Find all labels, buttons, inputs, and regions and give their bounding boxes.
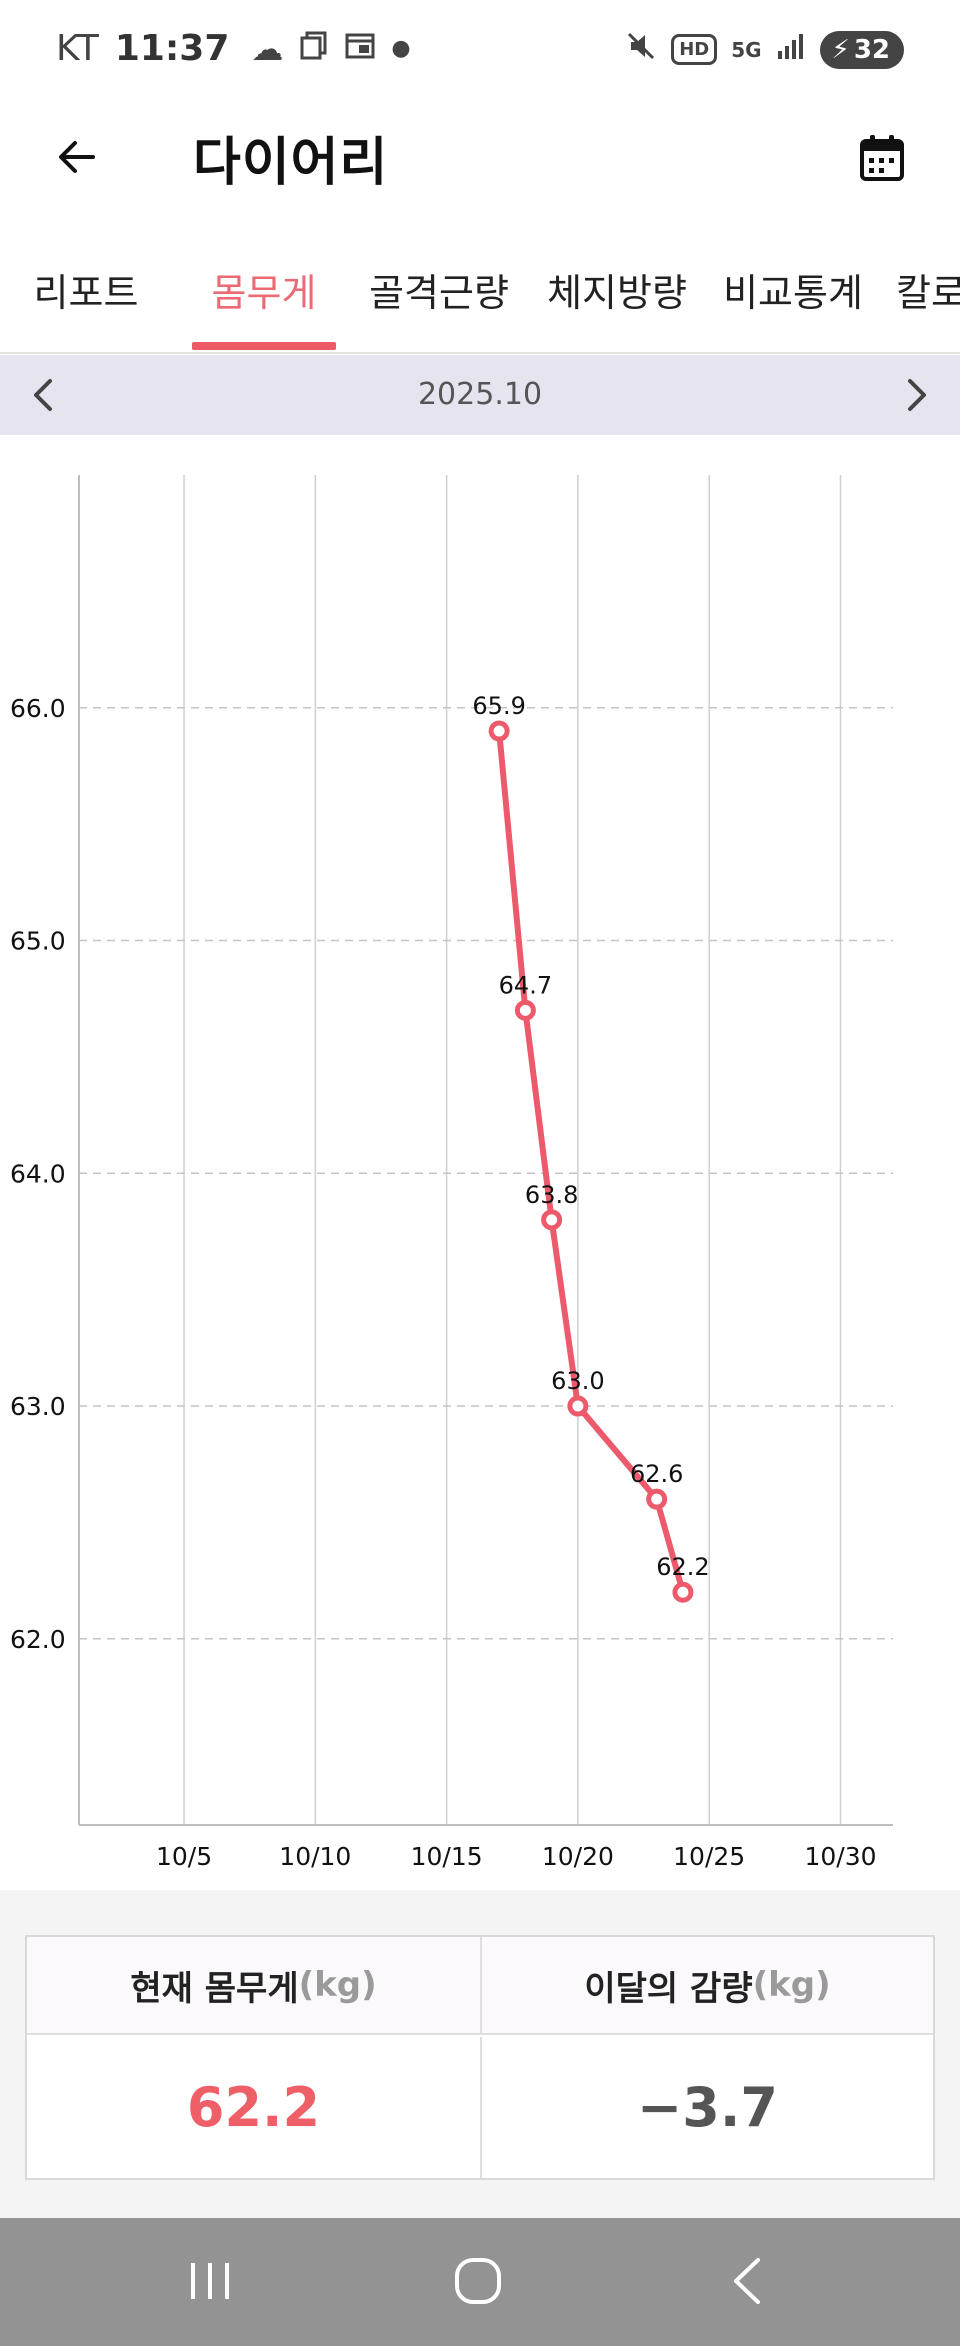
y-tick-label: 62.0 bbox=[10, 1625, 66, 1654]
data-point bbox=[541, 1209, 563, 1231]
weight-series-line bbox=[496, 728, 686, 1596]
data-label: 63.8 bbox=[525, 1181, 578, 1209]
tab-bar: 리포트 몸무게 골격근량 체지방량 비교통계 칼로 bbox=[0, 250, 960, 354]
status-bar: KT 11:37 ☁ ● HD 5G ⚡ 32 bbox=[0, 0, 960, 100]
current-weight-cell: 62.2 bbox=[27, 2037, 480, 2178]
tab-body-fat[interactable]: 체지방량 bbox=[540, 250, 694, 350]
x-tick-label: 10/30 bbox=[804, 1842, 876, 1871]
monthly-loss-value: −3.7 bbox=[637, 2076, 778, 2139]
tab-label: 체지방량 bbox=[547, 271, 687, 315]
calendar-button[interactable] bbox=[854, 130, 910, 186]
battery-bolt-icon: ⚡ bbox=[831, 34, 850, 65]
status-right: HD 5G ⚡ 32 bbox=[611, 30, 904, 69]
x-tick-label: 10/20 bbox=[542, 1842, 614, 1871]
weight-chart: 62.0 63.0 64.0 65.0 66.0 10/5 10/10 10/15 10/20 1… bbox=[0, 435, 960, 1890]
tab-comparison-stats[interactable]: 비교통계 bbox=[716, 250, 870, 350]
tab-calories[interactable]: 칼로 bbox=[896, 250, 960, 350]
y-tick-label: 66.0 bbox=[10, 694, 66, 723]
recent-apps-button[interactable] bbox=[170, 2246, 250, 2316]
x-tick-label: 10/5 bbox=[156, 1842, 212, 1871]
monthly-loss-unit: (kg) bbox=[752, 1965, 831, 2005]
current-weight-value: 62.2 bbox=[186, 2076, 321, 2139]
tab-report[interactable]: 리포트 bbox=[16, 250, 156, 350]
current-weight-label: 현재 몸무게 bbox=[130, 1968, 299, 2009]
summary-value-row: 62.2 −3.7 bbox=[27, 2037, 933, 2178]
monthly-loss-label: 이달의 감량 bbox=[584, 1968, 753, 2009]
data-label: 64.7 bbox=[499, 971, 552, 999]
dot-icon: ● bbox=[391, 36, 411, 61]
signal-icon bbox=[776, 31, 806, 68]
y-tick-label: 65.0 bbox=[10, 927, 66, 956]
system-nav-bar bbox=[0, 2218, 960, 2346]
x-tick-label: 10/15 bbox=[411, 1842, 483, 1871]
data-point bbox=[672, 1581, 694, 1603]
y-tick-label: 63.0 bbox=[10, 1392, 66, 1421]
home-button[interactable] bbox=[438, 2246, 518, 2316]
tab-label: 몸무게 bbox=[211, 271, 317, 315]
battery-indicator: ⚡ 32 bbox=[819, 30, 904, 69]
app-header: 다이어리 bbox=[0, 100, 960, 215]
data-point bbox=[514, 999, 536, 1021]
tab-label: 칼로 bbox=[896, 271, 960, 315]
copy-icon bbox=[299, 30, 329, 68]
data-label: 62.6 bbox=[630, 1460, 683, 1488]
data-point bbox=[488, 720, 510, 742]
tab-label: 골격근량 bbox=[369, 271, 509, 315]
data-label: 63.0 bbox=[551, 1367, 604, 1395]
home-icon bbox=[455, 2258, 501, 2304]
summary-section: 현재 몸무게 (kg) 이달의 감량 (kg) 62.2 −3.7 bbox=[0, 1890, 960, 2218]
chevron-left-icon bbox=[34, 379, 52, 411]
current-weight-header: 현재 몸무게 (kg) bbox=[27, 1937, 480, 2033]
tab-label: 비교통계 bbox=[723, 271, 863, 315]
recent-apps-icon bbox=[191, 2263, 229, 2299]
calendar-icon bbox=[860, 135, 904, 181]
tab-muscle-mass[interactable]: 골격근량 bbox=[362, 250, 516, 350]
5g-icon: 5G bbox=[731, 37, 762, 62]
summary-table: 현재 몸무게 (kg) 이달의 감량 (kg) 62.2 −3.7 bbox=[25, 1935, 935, 2180]
data-label: 65.9 bbox=[472, 692, 525, 720]
month-label: 2025.10 bbox=[417, 377, 543, 412]
arrow-left-icon bbox=[59, 141, 95, 173]
data-label: 62.2 bbox=[656, 1553, 709, 1581]
back-nav-button[interactable] bbox=[708, 2246, 788, 2316]
data-point bbox=[646, 1488, 668, 1510]
tab-label: 리포트 bbox=[33, 271, 139, 315]
hd-icon: HD bbox=[671, 34, 718, 65]
next-month-button[interactable] bbox=[894, 373, 938, 417]
tab-weight[interactable]: 몸무게 bbox=[192, 250, 336, 350]
y-tick-label: 64.0 bbox=[10, 1159, 66, 1188]
tab-active-indicator bbox=[192, 342, 336, 350]
x-tick-label: 10/10 bbox=[279, 1842, 351, 1871]
current-weight-unit: (kg) bbox=[298, 1965, 377, 2005]
x-tick-label: 10/25 bbox=[673, 1842, 745, 1871]
battery-level: 32 bbox=[853, 34, 890, 65]
back-nav-icon bbox=[734, 2258, 760, 2304]
status-left: KT 11:37 ☁ ● bbox=[56, 28, 427, 69]
chevron-right-icon bbox=[908, 379, 926, 411]
calendar-notif-icon bbox=[345, 30, 375, 68]
cloud-icon: ☁ bbox=[251, 29, 284, 68]
mute-vibrate-icon bbox=[625, 30, 657, 69]
prev-month-button[interactable] bbox=[22, 373, 66, 417]
monthly-loss-header: 이달의 감량 (kg) bbox=[480, 1937, 933, 2033]
status-time: 11:37 bbox=[114, 28, 230, 69]
page-title: 다이어리 bbox=[193, 133, 389, 193]
summary-header-row: 현재 몸무게 (kg) 이달의 감량 (kg) bbox=[27, 1937, 933, 2035]
weight-line-chart: 62.0 63.0 64.0 65.0 66.0 10/5 10/10 10/15 10/20 1… bbox=[10, 475, 893, 1871]
carrier-label: KT bbox=[56, 28, 99, 69]
month-navigator: 2025.10 bbox=[0, 355, 960, 435]
monthly-loss-cell: −3.7 bbox=[480, 2037, 933, 2178]
data-point bbox=[567, 1395, 589, 1417]
back-button[interactable] bbox=[50, 130, 104, 184]
